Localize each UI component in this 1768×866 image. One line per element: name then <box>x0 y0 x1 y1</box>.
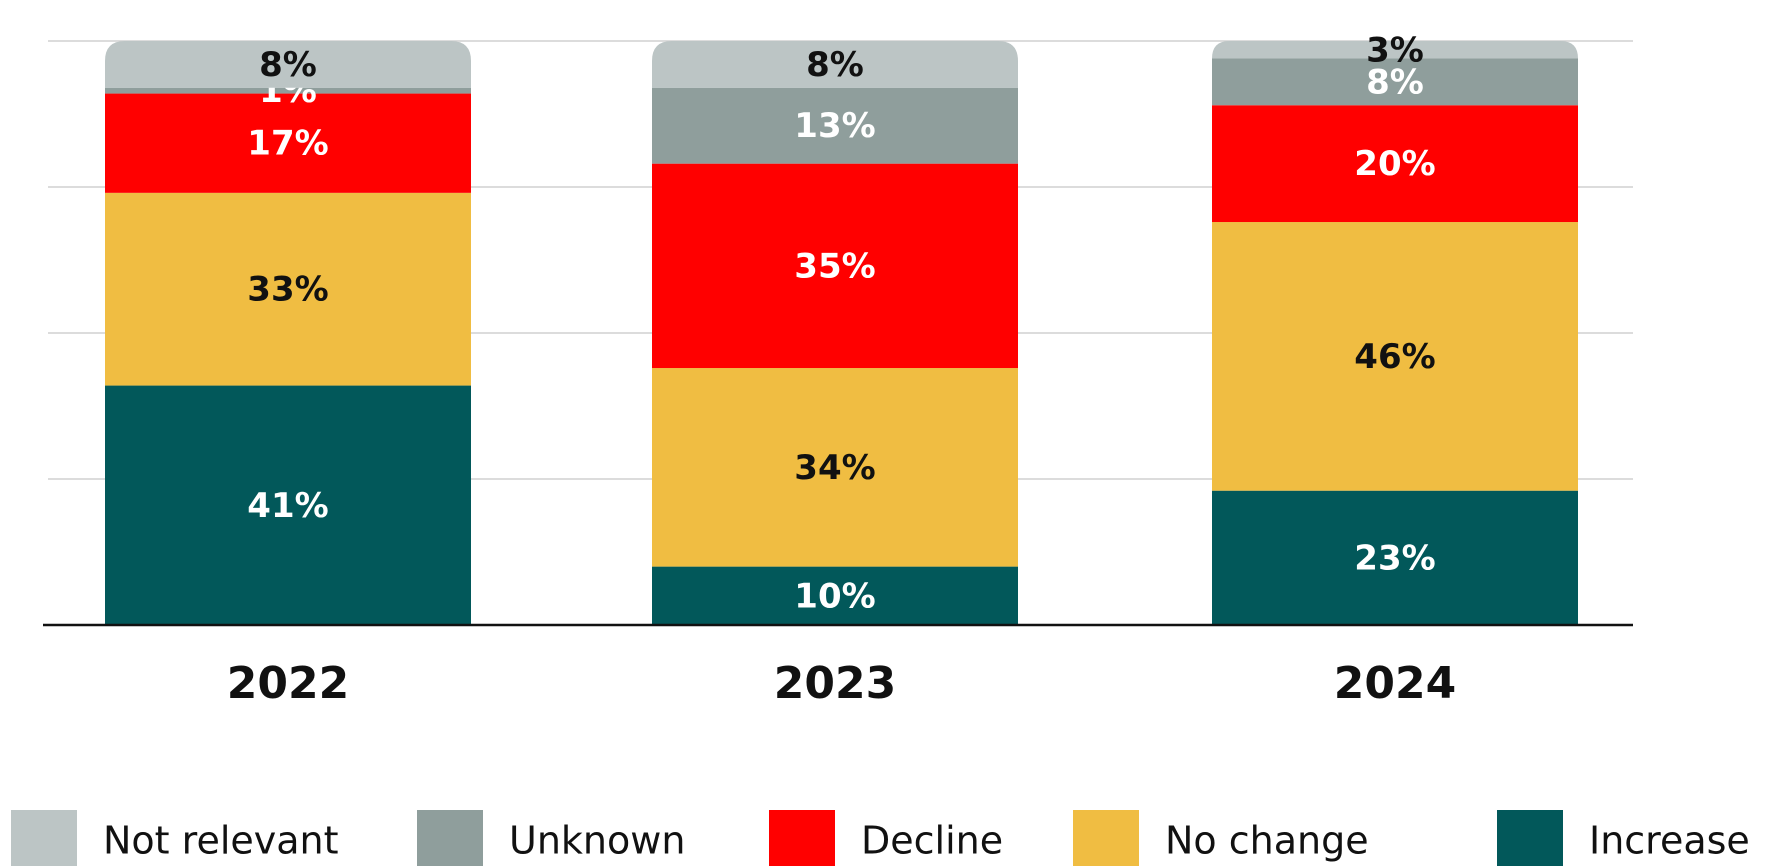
bar-segment <box>105 385 471 625</box>
bar-segment <box>1212 490 1578 625</box>
legend-swatch <box>1497 810 1563 866</box>
bar-segment <box>652 368 1018 567</box>
legend-label: No change <box>1165 819 1369 863</box>
bar-segment <box>105 87 471 94</box>
x-tick-label: 2024 <box>1334 658 1456 709</box>
legend-swatch <box>417 810 483 866</box>
bar-segment <box>652 87 1018 164</box>
bar-segment <box>105 192 471 386</box>
value-label: 3% <box>1366 30 1424 70</box>
bar-segment <box>652 163 1018 369</box>
bar-segment <box>652 41 1018 88</box>
legend-swatch <box>1073 810 1139 866</box>
value-label: 34% <box>794 448 875 488</box>
value-label: 41% <box>247 486 328 526</box>
bar-segment <box>1212 105 1578 223</box>
value-label: 20% <box>1354 144 1435 184</box>
value-label: 35% <box>794 246 875 286</box>
x-tick-label: 2022 <box>227 658 349 709</box>
value-label: 17% <box>247 124 328 164</box>
legend-label: Unknown <box>509 819 685 863</box>
value-label: 46% <box>1354 337 1435 377</box>
value-label: 8% <box>806 45 864 85</box>
x-tick-label: 2023 <box>774 658 896 709</box>
legend-swatch <box>769 810 835 866</box>
value-label: 33% <box>247 270 328 310</box>
legend-label: Increase <box>1589 819 1750 863</box>
legend-label: Decline <box>861 819 1003 863</box>
bar-segment <box>105 41 471 88</box>
bar-segment <box>652 566 1018 625</box>
legend-label: Not relevant <box>103 819 339 863</box>
value-label: 13% <box>794 106 875 146</box>
value-label: 10% <box>794 576 875 616</box>
bar-segment <box>1212 58 1578 106</box>
legend-swatch <box>11 810 77 866</box>
value-label: 8% <box>259 45 317 85</box>
bar-segment <box>1212 222 1578 491</box>
value-label: 23% <box>1354 538 1435 578</box>
value-label: 8% <box>1366 62 1424 102</box>
bar-segment <box>105 93 471 193</box>
bar-segment <box>1212 41 1578 59</box>
